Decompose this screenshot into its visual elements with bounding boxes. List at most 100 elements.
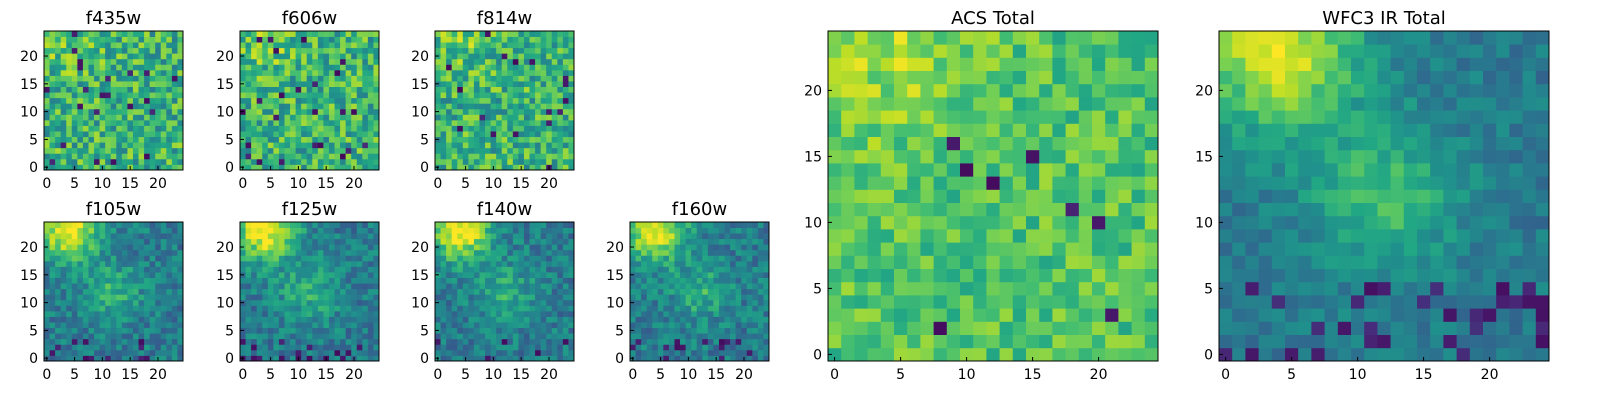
heatmap-cell (568, 119, 575, 126)
heatmap-cell (166, 244, 173, 251)
heatmap-cell (177, 260, 184, 267)
heatmap-cell (94, 92, 100, 99)
heatmap-cell (479, 338, 486, 345)
heatmap-cell (155, 272, 162, 278)
heatmap-cell (920, 176, 934, 190)
heatmap-cell (273, 310, 280, 317)
heatmap-cell (345, 266, 352, 273)
heatmap-cell (171, 92, 178, 99)
heatmap-cell (278, 164, 285, 171)
heatmap-cell (267, 103, 274, 110)
heatmap-cell (132, 344, 139, 351)
heatmap-cell (485, 31, 491, 37)
heatmap-cell (273, 58, 280, 65)
heatmap-cell (116, 305, 123, 312)
heatmap-cell (121, 255, 128, 262)
heatmap-cell (149, 103, 156, 110)
heatmap-cell (523, 294, 530, 301)
heatmap-cell (273, 119, 280, 126)
heatmap-cell (691, 327, 698, 334)
heatmap-cell (1131, 229, 1146, 243)
heatmap-cell (105, 69, 112, 76)
heatmap-cell (105, 277, 112, 284)
heatmap-cell (518, 53, 525, 60)
heatmap-cell (144, 255, 151, 262)
heatmap-cell (1131, 295, 1146, 309)
heatmap-cell (746, 355, 753, 362)
heatmap-cell (278, 103, 285, 110)
heatmap-cell (529, 108, 536, 115)
heatmap-cell (490, 153, 497, 160)
heatmap-cell (501, 97, 508, 104)
heatmap-cell (149, 277, 156, 284)
heatmap-cell (440, 260, 447, 267)
heatmap-cell (1144, 268, 1159, 283)
heatmap-cell (894, 308, 908, 322)
heatmap-cell (557, 322, 564, 329)
heatmap-cell (171, 349, 178, 356)
heatmap-cell (523, 131, 530, 138)
heatmap-cell (88, 288, 95, 295)
heatmap-cell (160, 244, 167, 251)
heatmap-cell (367, 272, 374, 278)
heatmap-cell (132, 86, 139, 93)
heatmap-cell (166, 147, 173, 154)
heatmap-cell (546, 69, 553, 76)
heatmap-cell (562, 75, 569, 82)
heatmap-cell (278, 81, 285, 87)
heatmap-cell (841, 163, 855, 177)
heatmap-cell (49, 277, 56, 284)
y-tick-label: 15 (411, 268, 429, 284)
heatmap-cell (132, 249, 139, 256)
heatmap-cell (473, 227, 480, 234)
heatmap-cell (763, 255, 770, 262)
heatmap-cell (60, 119, 67, 126)
heatmap-cell (340, 283, 347, 290)
heatmap-cell (251, 153, 258, 160)
heatmap-cell (267, 294, 274, 301)
heatmap-cell (345, 164, 352, 171)
heatmap-cell (702, 333, 709, 340)
heatmap-cell (496, 227, 503, 234)
heatmap-cell (490, 283, 497, 290)
heatmap-cell (674, 294, 681, 301)
heatmap-cell (356, 42, 363, 49)
heatmap-cell (290, 47, 296, 54)
heatmap-cell (523, 244, 530, 251)
heatmap-cell (668, 288, 675, 295)
heatmap-cell (512, 333, 519, 340)
heatmap-cell (680, 338, 686, 345)
heatmap-cell (479, 233, 486, 240)
heatmap-cell (1131, 176, 1146, 190)
heatmap-cell (512, 42, 519, 49)
heatmap-cell (746, 344, 753, 351)
heatmap-cell (462, 299, 469, 306)
heatmap-cell (462, 272, 469, 278)
y-tick-label: 20 (216, 240, 234, 256)
heatmap-cell (284, 283, 291, 290)
heatmap-cell (1131, 189, 1146, 203)
heatmap-cell (99, 153, 106, 160)
heatmap-cell (328, 316, 335, 323)
heatmap-cell (77, 164, 84, 171)
heatmap-cell (568, 272, 575, 278)
heatmap-cell (635, 244, 642, 251)
heatmap-cell (301, 103, 308, 110)
heatmap-cell (496, 136, 503, 143)
heatmap-cell (94, 305, 100, 312)
heatmap-cell (373, 92, 380, 99)
heatmap-cell (367, 310, 374, 317)
heatmap-cell (82, 260, 89, 267)
heatmap-cell (735, 294, 742, 301)
heatmap-cell (546, 272, 553, 278)
heatmap-cell (685, 316, 692, 323)
heatmap-cell (295, 255, 302, 262)
heatmap-cell (99, 64, 106, 71)
heatmap-cell (77, 64, 84, 71)
heatmap-cell (479, 344, 486, 351)
heatmap-cell (240, 316, 246, 323)
heatmap-cell (479, 153, 486, 160)
heatmap-cell (306, 75, 313, 82)
heatmap-cell (284, 36, 291, 43)
heatmap-cell (920, 268, 934, 283)
